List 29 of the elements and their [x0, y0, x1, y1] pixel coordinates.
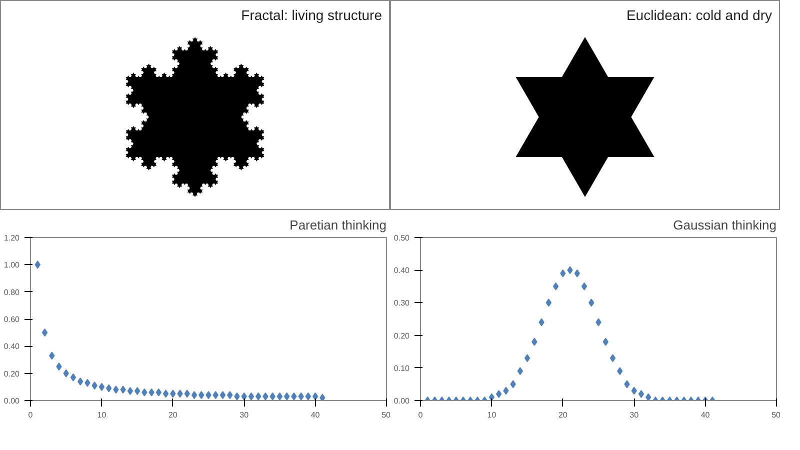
- chart-title: Paretian thinking: [290, 218, 387, 232]
- y-tick-label: 0.30: [394, 298, 410, 308]
- y-tick-label: 0.00: [4, 396, 20, 406]
- y-tick-label: 1.00: [4, 260, 20, 270]
- x-tick-label: 20: [168, 410, 178, 420]
- x-tick-label: 0: [418, 410, 424, 420]
- x-tick-label: 50: [382, 410, 392, 420]
- text: Euclidean: cold and dry: [626, 7, 772, 23]
- x-tick-label: 40: [310, 410, 320, 420]
- y-tick-label: 0.10: [394, 364, 410, 373]
- y-tick-label: 0.40: [4, 342, 20, 352]
- y-tick-label: 0.50: [394, 234, 410, 242]
- x-tick-label: 40: [700, 410, 710, 420]
- text: Fractal: living structure: [241, 7, 382, 23]
- x-tick-label: 30: [240, 410, 250, 420]
- y-tick-label: 0.80: [4, 288, 20, 297]
- y-tick-label: 0.20: [394, 331, 410, 340]
- x-tick-label: 10: [487, 410, 497, 420]
- y-tick-label: 1.20: [4, 234, 20, 242]
- x-tick-label: 50: [772, 410, 782, 420]
- y-tick-label: 0.60: [4, 315, 20, 324]
- y-tick-label: 0.00: [394, 396, 410, 406]
- x-tick-label: 20: [558, 410, 568, 420]
- y-tick-label: 0.40: [394, 266, 410, 276]
- x-tick-label: 10: [97, 410, 107, 420]
- y-tick-label: 0.20: [4, 369, 20, 378]
- x-tick-label: 0: [28, 410, 34, 420]
- chart-title: Gaussian thinking: [673, 218, 777, 232]
- x-tick-label: 30: [630, 410, 640, 420]
